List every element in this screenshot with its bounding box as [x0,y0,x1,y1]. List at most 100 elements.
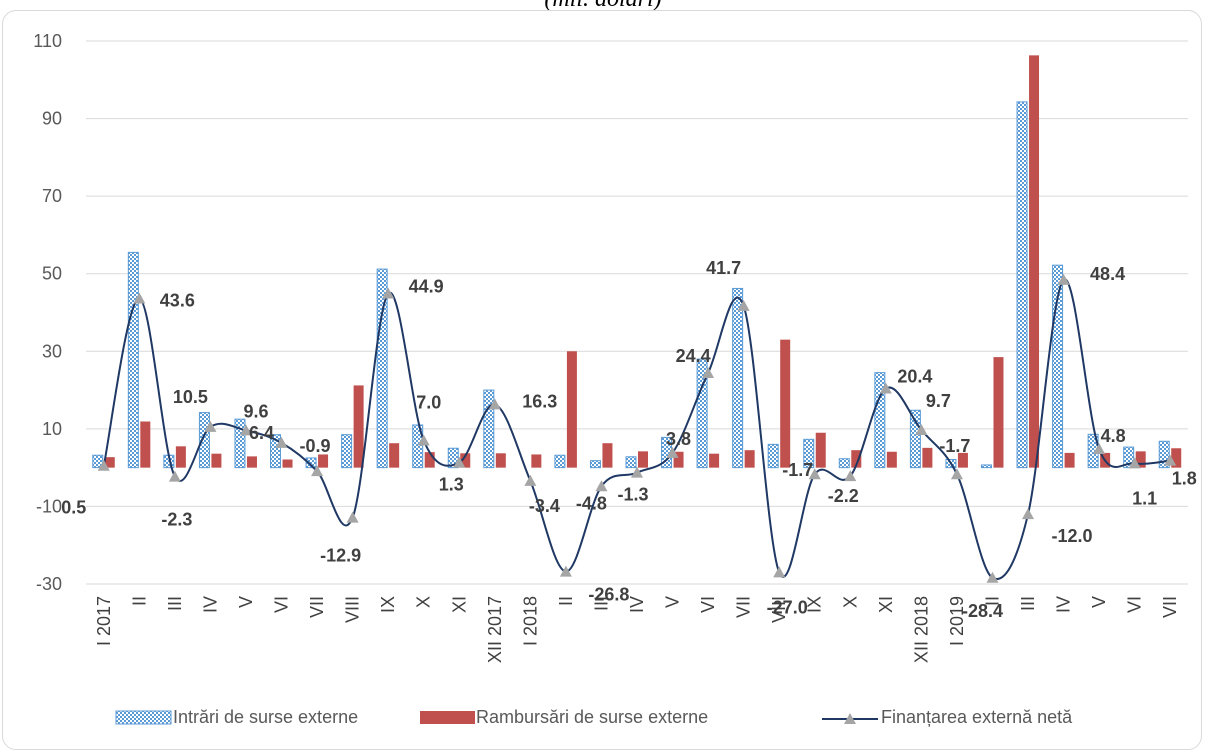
bar-repayments [673,451,684,468]
legend-label-repayments: Rambursări de surse externe [476,707,708,727]
y-axis: -30 -10 10 30 50 70 90 110 [33,31,62,594]
x-tick-label: VI [1125,596,1145,613]
net-point [453,456,466,468]
net-point [595,480,608,492]
bar-repayments [389,443,400,468]
bar-repayments [211,453,222,468]
bar-repayments [602,443,613,468]
data-label: 1.3 [439,475,464,495]
bar-inflows [376,268,388,469]
net-point [1164,454,1177,466]
bar-repayments [318,454,329,468]
x-tick-label: VII [307,596,327,618]
bar-repayments [140,421,151,468]
net-point [168,470,181,482]
x-tick-label: VI [698,596,718,613]
data-label: -1.7 [939,436,970,456]
bar-inflows [803,438,815,469]
bar-repayments [957,452,968,468]
bar-repayments [993,357,1004,468]
bar-repayments [709,453,720,468]
x-tick-label: IV [1054,596,1074,613]
y-tick-label: -30 [36,574,62,594]
x-tick-label: V [1089,596,1109,608]
x-tick-label: IV [200,596,220,613]
bar-inflows [589,460,601,469]
bar-inflows [625,456,637,469]
data-label: 1.1 [1132,488,1157,508]
y-tick-label: 10 [42,419,62,439]
data-label: 44.9 [409,276,444,296]
data-label: 6.4 [249,423,274,443]
data-label: 24.4 [676,346,711,366]
net-point [844,470,857,482]
chart-title: (mil. dolari) [0,0,1206,13]
bar-inflows [127,251,139,469]
legend: Intrări de surse externe Rambursări de su… [115,707,1073,727]
data-label: 20.4 [897,367,932,387]
x-tick-label: VIII [343,596,363,623]
bar-inflows [732,287,744,469]
x-tick-label: VIII [769,596,789,623]
x-tick-label: II [556,596,576,606]
data-label: -0.9 [300,436,331,456]
x-tick-label: III [1018,596,1038,611]
net-point [97,459,110,471]
net-point [879,382,892,394]
x-tick-label: IX [805,596,825,613]
bar-inflows [1123,446,1135,469]
legend-label-inflows: Intrări de surse externe [173,707,358,727]
x-tick-label: XII 2017 [485,596,505,663]
net-point [808,468,821,480]
bar-inflows [92,454,104,469]
net-point [631,466,643,478]
net-point [275,436,288,448]
x-tick-label: VII [1160,596,1180,618]
net-point [133,292,146,304]
net-point [666,446,679,458]
net-point [1093,443,1106,455]
y-tick-label: 30 [42,341,62,361]
bar-inflows [305,457,317,469]
data-label: -27.0 [767,597,808,617]
x-tick-label: XII 2018 [911,596,931,663]
data-label: 9.7 [926,391,951,411]
bar-repayments [460,453,471,468]
legend-swatch-repayments [420,711,475,724]
data-label: 1.8 [1172,469,1197,489]
bar-repayments [175,446,186,468]
data-label: 16.3 [522,391,557,411]
bar-repayments [886,451,897,468]
bar-inflows [412,424,424,469]
bar-repayments [566,351,577,468]
bar-inflows [909,409,921,469]
x-tick-label: I 2019 [947,596,967,646]
net-point [417,434,430,446]
net-point [986,571,999,583]
x-tick-label: VI [272,596,292,613]
data-label: -28.4 [962,601,1003,621]
data-label: 7.0 [416,392,441,412]
bar-inflows [554,454,566,469]
bar-repayments [246,456,257,468]
bars [92,55,1182,469]
bar-inflows [447,447,459,469]
bar-repayments [638,451,648,468]
bar-repayments [1171,448,1182,468]
net-point [702,367,715,379]
data-label: -1.3 [617,485,648,505]
bar-inflows [270,434,282,469]
data-label: -12.9 [320,546,361,566]
bar-repayments [1064,452,1075,468]
x-tick-label: V [236,596,256,608]
x-tick-label: XI [449,596,469,613]
legend-marker-net [844,713,856,724]
bar-inflows [980,464,992,469]
legend-swatch-inflows [115,710,172,725]
net-point [1057,273,1070,285]
net-point [950,468,963,480]
x-tick-label: II [982,596,1002,606]
bar-repayments [922,447,933,468]
net-point [311,465,324,477]
